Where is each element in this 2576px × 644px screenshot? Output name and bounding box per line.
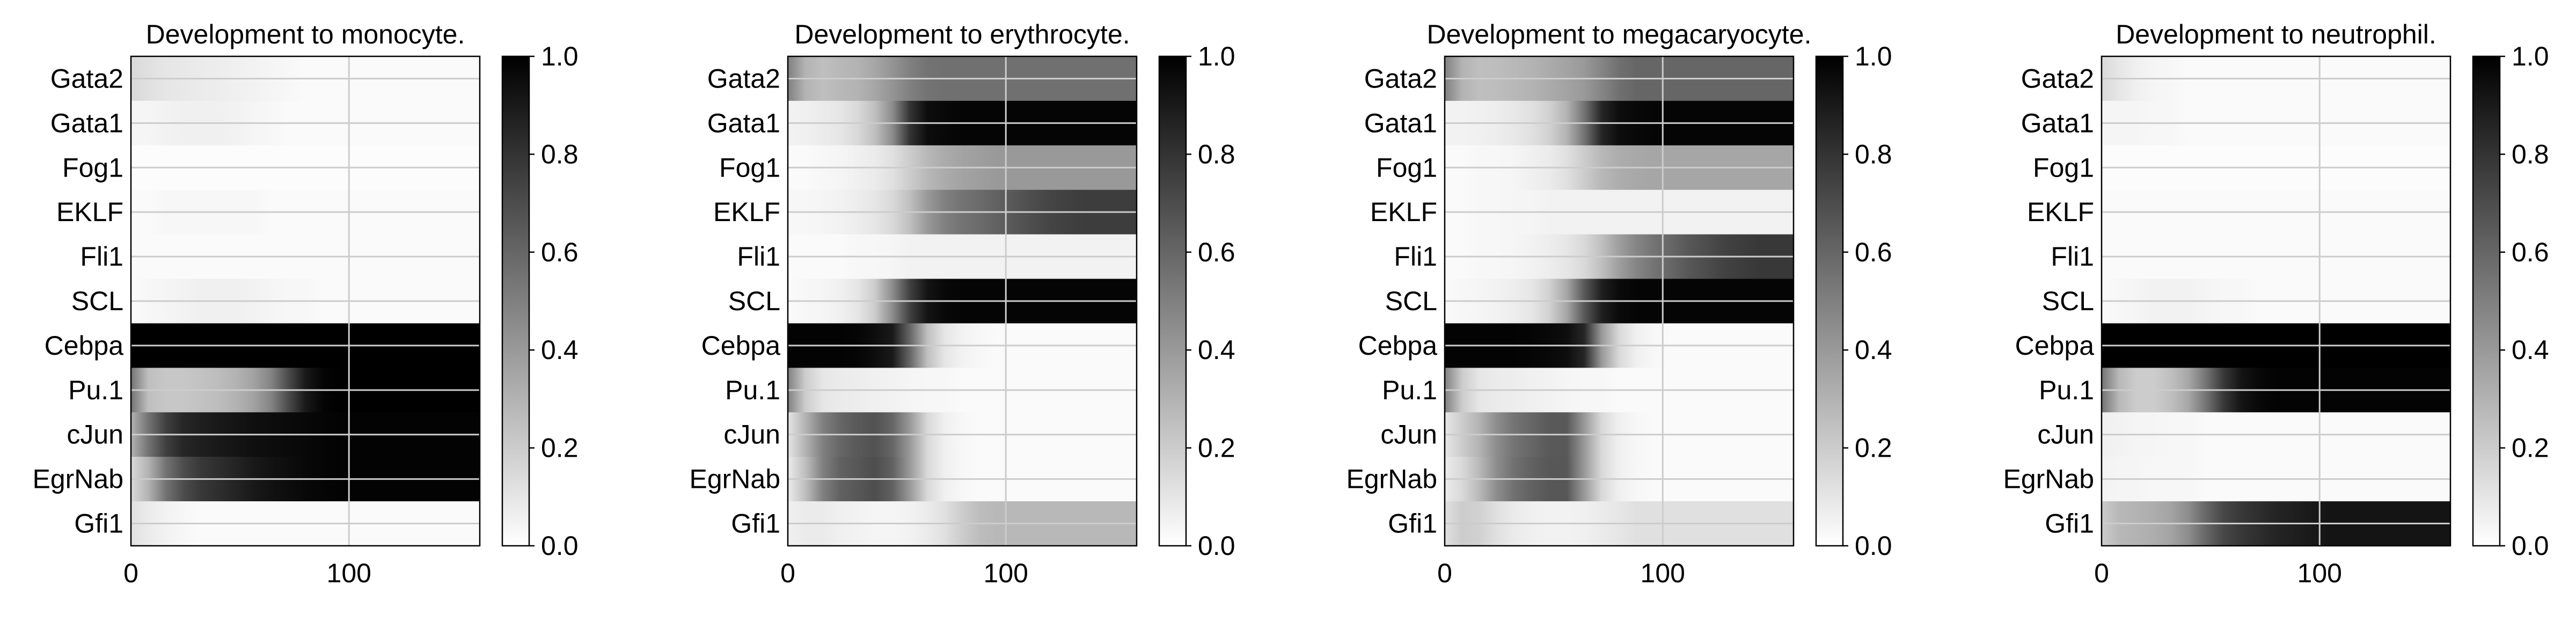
y-tick-label: EKLF bbox=[1370, 197, 1437, 227]
colorbar-tick-label: 0.4 bbox=[541, 335, 579, 365]
y-tick-label: EKLF bbox=[56, 197, 123, 227]
colorbar-tick-label: 1.0 bbox=[2512, 41, 2549, 71]
y-tick-label: SCL bbox=[728, 286, 780, 316]
y-tick-label: SCL bbox=[1385, 286, 1437, 316]
y-tick-label: Cebpa bbox=[701, 331, 781, 361]
y-tick-label: Gata1 bbox=[50, 108, 123, 138]
y-tick-label: Gata1 bbox=[2021, 108, 2094, 138]
plot-frame bbox=[1444, 55, 1795, 547]
y-tick-label: Fog1 bbox=[2033, 152, 2094, 182]
y-tick-label: Gfi1 bbox=[731, 509, 780, 539]
chart-title: Development to neutrophil. bbox=[2116, 19, 2436, 49]
y-tick-label: Fli1 bbox=[2051, 241, 2094, 272]
heatmap-panel-4: Development to neutrophil. Gata2 Gata1 Fog1… bbox=[2003, 19, 2549, 588]
y-tick-label: Cebpa bbox=[1358, 331, 1438, 361]
colorbar bbox=[1815, 55, 1844, 547]
chart-title: Development to erythrocyte. bbox=[794, 19, 1130, 49]
colorbar-tick-label: 1.0 bbox=[1198, 41, 1235, 71]
colorbar-tick-label: 0.0 bbox=[1198, 531, 1235, 561]
y-tick-label: Fog1 bbox=[719, 152, 780, 182]
colorbar-tick-label: 1.0 bbox=[541, 41, 579, 71]
colorbar-tick-label: 0.6 bbox=[1855, 237, 1892, 267]
y-tick-label: Gata2 bbox=[2021, 63, 2094, 93]
plot-frame bbox=[130, 55, 481, 547]
y-tick-label: Gfi1 bbox=[74, 509, 123, 539]
y-tick-label: Fli1 bbox=[80, 241, 123, 272]
colorbar-tick-label: 0.0 bbox=[541, 531, 579, 561]
colorbar-tick-label: 0.0 bbox=[1855, 531, 1892, 561]
x-tick-label: 100 bbox=[1641, 558, 1685, 588]
x-tick-label: 100 bbox=[984, 558, 1028, 588]
y-tick-label: EKLF bbox=[2027, 197, 2094, 227]
colorbar-tick-label: 0.0 bbox=[2512, 531, 2549, 561]
colorbar bbox=[1158, 55, 1187, 547]
chart-title: Development to megacaryocyte. bbox=[1426, 19, 1811, 49]
colorbar bbox=[501, 55, 530, 547]
colorbar-tick-label: 0.2 bbox=[1198, 433, 1235, 463]
y-tick-label: EKLF bbox=[713, 197, 780, 227]
y-tick-label: SCL bbox=[2042, 286, 2094, 316]
colorbar-tick-label: 0.8 bbox=[541, 139, 579, 169]
y-tick-label: cJun bbox=[723, 420, 780, 450]
y-tick-label: Fli1 bbox=[1394, 241, 1437, 272]
y-tick-label: Cebpa bbox=[2015, 331, 2095, 361]
plot-frame bbox=[787, 55, 1138, 547]
colorbar-tick-label: 0.2 bbox=[1855, 433, 1892, 463]
y-tick-label: Pu.1 bbox=[725, 375, 780, 405]
colorbar-tick-label: 0.4 bbox=[2512, 335, 2549, 365]
colorbar-tick-label: 0.4 bbox=[1855, 335, 1892, 365]
y-tick-label: EgrNab bbox=[2003, 464, 2094, 494]
y-tick-label: Gata2 bbox=[1364, 63, 1437, 93]
colorbar-tick-label: 0.4 bbox=[1198, 335, 1235, 365]
chart-title: Development to monocyte. bbox=[146, 19, 465, 49]
colorbar-tick-label: 0.6 bbox=[1198, 237, 1235, 267]
y-tick-label: SCL bbox=[71, 286, 123, 316]
x-tick-label: 0 bbox=[1437, 558, 1452, 588]
x-tick-label: 0 bbox=[2094, 558, 2109, 588]
y-tick-label: cJun bbox=[2037, 420, 2094, 450]
heatmap-panel-1: Development to monocyte. Gata2 Gata1 Fog1 EK… bbox=[32, 19, 578, 588]
heatmap-panel-3: Development to megacaryocyte. Gata2 Gata1 F… bbox=[1346, 19, 1892, 588]
y-tick-label: Cebpa bbox=[45, 331, 124, 361]
x-tick-label: 100 bbox=[327, 558, 371, 588]
y-tick-label: Gfi1 bbox=[1388, 509, 1437, 539]
y-tick-label: Fog1 bbox=[62, 152, 123, 182]
colorbar-tick-label: 0.2 bbox=[541, 433, 579, 463]
x-tick-label: 0 bbox=[123, 558, 138, 588]
y-tick-label: Gata2 bbox=[50, 63, 123, 93]
x-tick-label: 0 bbox=[780, 558, 795, 588]
x-tick-label: 100 bbox=[2297, 558, 2342, 588]
y-tick-label: Pu.1 bbox=[68, 375, 123, 405]
y-tick-label: EgrNab bbox=[689, 464, 780, 494]
y-tick-label: Fli1 bbox=[737, 241, 780, 272]
colorbar bbox=[2472, 55, 2501, 547]
y-tick-label: Gfi1 bbox=[2045, 509, 2094, 539]
y-tick-label: Gata1 bbox=[1364, 108, 1437, 138]
colorbar-tick-label: 0.8 bbox=[1855, 139, 1892, 169]
y-tick-label: Fog1 bbox=[1376, 152, 1437, 182]
y-tick-label: EgrNab bbox=[1346, 464, 1437, 494]
colorbar-tick-label: 0.8 bbox=[1198, 139, 1235, 169]
y-tick-label: Gata1 bbox=[707, 108, 780, 138]
colorbar-tick-label: 0.6 bbox=[541, 237, 579, 267]
plot-frame bbox=[2101, 55, 2451, 547]
colorbar-tick-label: 0.8 bbox=[2512, 139, 2549, 169]
y-tick-label: Pu.1 bbox=[1382, 375, 1437, 405]
colorbar-tick-label: 1.0 bbox=[1855, 41, 1892, 71]
colorbar-tick-label: 0.6 bbox=[2512, 237, 2549, 267]
y-tick-label: Gata2 bbox=[707, 63, 780, 93]
heatmap-panel-2: Development to erythrocyte. Gata2 Gata1 Fog… bbox=[689, 19, 1235, 588]
y-tick-label: EgrNab bbox=[32, 464, 123, 494]
y-tick-label: Pu.1 bbox=[2039, 375, 2094, 405]
colorbar-tick-label: 0.2 bbox=[2512, 433, 2549, 463]
y-tick-label: cJun bbox=[67, 420, 123, 450]
y-tick-label: cJun bbox=[1380, 420, 1437, 450]
